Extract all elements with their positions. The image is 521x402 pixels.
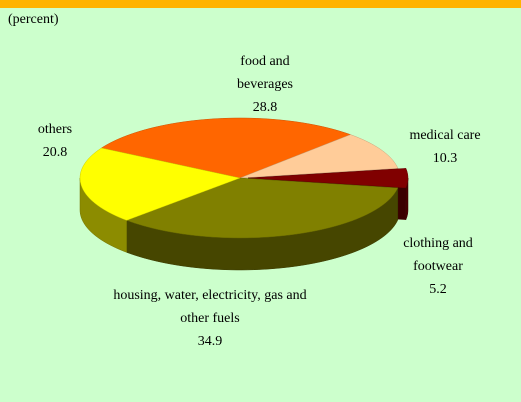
slice [239, 134, 399, 179]
value-label: 10.3 [432, 151, 458, 166]
category-name: housing, water, electricity, gas and oth… [113, 288, 307, 326]
value-label: 5.2 [429, 282, 447, 297]
slice-label: food and beverages 28.8 [228, 50, 303, 119]
slice-label: clothing and footwear 5.2 [391, 232, 486, 301]
slice [247, 168, 409, 189]
category-name: others [37, 122, 73, 137]
tops [79, 117, 409, 239]
value-label: 34.9 [197, 334, 223, 349]
unit-label: (percent) [8, 12, 59, 27]
slice [79, 147, 241, 221]
top-bar [0, 0, 521, 8]
slice [125, 177, 399, 239]
slice-label: medical care 10.3 [385, 124, 505, 170]
value-label: 20.8 [42, 145, 68, 160]
slice [100, 117, 352, 179]
value-label: 28.8 [252, 100, 278, 115]
category-name: medical care [409, 128, 481, 143]
slice-label: housing, water, electricity, gas and oth… [105, 284, 315, 353]
slice-label: others 20.8 [15, 118, 95, 164]
category-name: food and beverages [237, 54, 293, 92]
category-name: clothing and footwear [403, 236, 473, 274]
